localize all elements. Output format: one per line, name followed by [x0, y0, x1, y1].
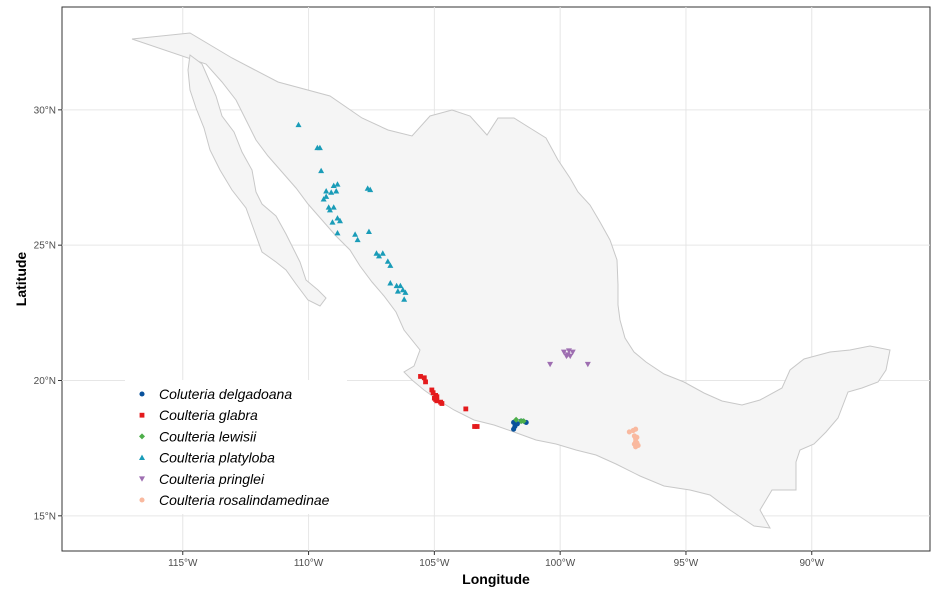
data-point — [560, 349, 567, 356]
data-point — [376, 252, 383, 259]
legend-label: Coulteria platyloba — [159, 450, 275, 466]
data-point — [472, 424, 478, 429]
data-point — [569, 349, 576, 356]
data-point — [329, 219, 336, 225]
data-point — [365, 228, 372, 235]
x-tick-label: 95°W — [674, 558, 699, 569]
data-point — [633, 444, 639, 450]
data-point — [397, 282, 404, 289]
data-point — [563, 353, 570, 360]
data-point — [434, 394, 440, 400]
data-point — [547, 361, 554, 368]
legend-label: Coluteria delgadoana — [159, 386, 292, 402]
x-tick-label: 105°W — [419, 558, 450, 569]
legend-label: Coulteria rosalindamedinae — [159, 492, 330, 508]
data-point — [584, 361, 591, 368]
data-point — [394, 288, 401, 294]
axes: 115°W 110°W 105°W 100°W 95°W 90°W 15°N 20°N 25°N… — [34, 105, 825, 569]
data-point — [316, 144, 323, 151]
mexico-mainland — [131, 32, 891, 529]
y-tick-label: 15°N — [34, 511, 56, 522]
data-point — [393, 282, 400, 289]
legend-label: Coulteria lewisii — [159, 428, 257, 444]
baja-california-peninsula — [187, 54, 327, 307]
legend-key — [139, 433, 145, 440]
data-point — [399, 286, 406, 293]
data-point — [565, 348, 572, 354]
data-point — [387, 280, 394, 286]
y-axis-title: Latitude — [13, 252, 29, 307]
data-point — [333, 188, 340, 194]
data-point — [352, 231, 359, 237]
data-point — [367, 186, 374, 193]
data-point — [384, 258, 391, 264]
data-point — [323, 193, 330, 199]
data-point — [328, 189, 335, 195]
legend-key — [139, 412, 145, 418]
legend: Coluteria delgadoana Coulteria glabra Coul… — [125, 380, 347, 514]
data-point — [474, 424, 480, 429]
data-point — [439, 401, 445, 406]
data-point — [318, 167, 325, 174]
data-point — [423, 379, 428, 385]
data-point — [429, 387, 435, 393]
data-point — [520, 418, 527, 425]
legend-background — [125, 380, 347, 514]
data-point — [330, 204, 337, 210]
data-point — [326, 206, 333, 213]
legend-key — [139, 391, 145, 397]
legend-key — [139, 497, 145, 503]
data-point — [634, 434, 640, 440]
data-point — [337, 217, 344, 224]
data-point — [421, 375, 427, 381]
legend-key — [139, 476, 145, 482]
data-point — [430, 390, 436, 396]
legend-key — [139, 454, 145, 460]
data-point — [320, 196, 327, 202]
x-tick-label: 110°W — [294, 558, 324, 569]
data-point — [463, 406, 469, 412]
data-point — [387, 262, 394, 268]
data-point — [334, 229, 341, 236]
data-point — [373, 250, 380, 256]
y-tick-label: 30°N — [34, 105, 56, 116]
data-point — [402, 289, 409, 295]
data-point — [401, 296, 408, 302]
x-axis-title: Longitude — [462, 571, 530, 587]
data-point — [513, 416, 520, 423]
legend-label: Coulteria pringlei — [159, 471, 265, 487]
data-point — [330, 182, 337, 189]
data-point — [323, 188, 330, 194]
data-point — [379, 250, 386, 256]
data-point — [633, 426, 639, 432]
y-tick-label: 25°N — [34, 241, 56, 252]
data-point — [334, 215, 341, 221]
data-point — [295, 121, 302, 128]
data-point — [567, 353, 574, 360]
y-tick-label: 20°N — [34, 376, 56, 387]
legend-label: Coulteria glabra — [159, 407, 258, 423]
data-point — [511, 426, 517, 432]
data-points — [295, 121, 641, 450]
data-point — [418, 374, 423, 379]
data-point — [434, 398, 440, 404]
x-tick-label: 115°W — [168, 558, 198, 569]
x-tick-label: 90°W — [799, 558, 824, 569]
data-point — [354, 236, 361, 243]
data-point — [334, 181, 341, 187]
x-tick-label: 100°W — [545, 558, 576, 569]
